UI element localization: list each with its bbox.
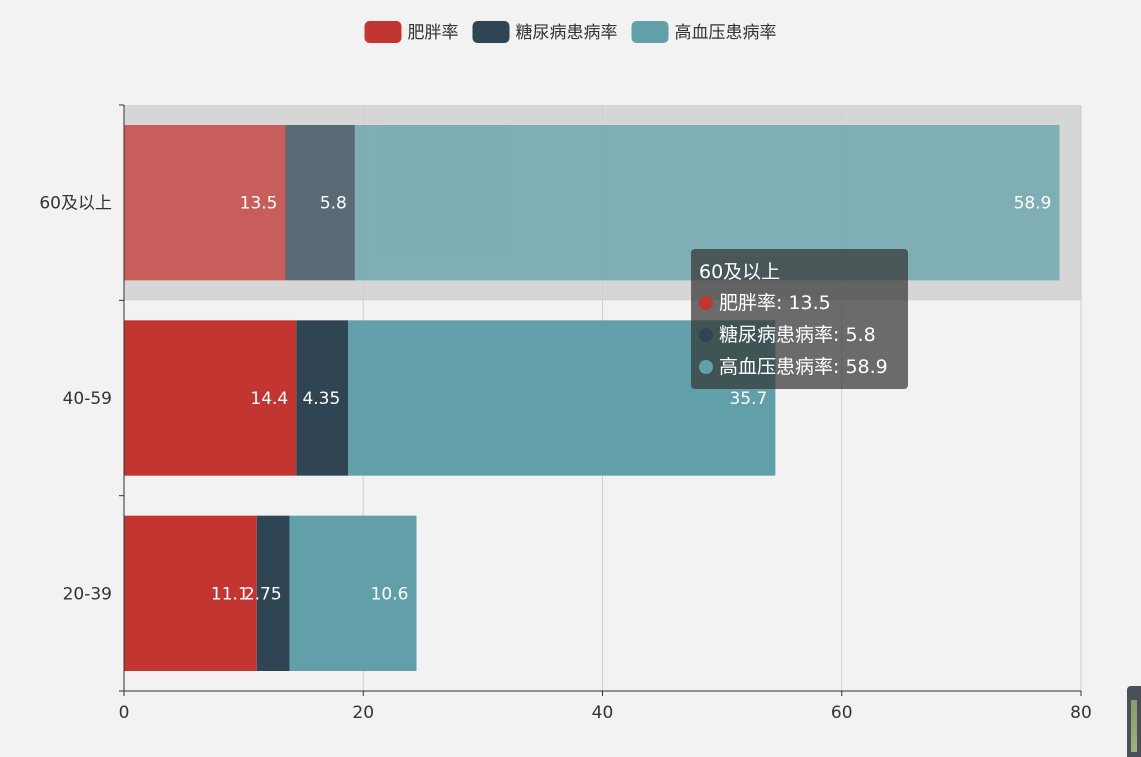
bar-label-1-1: 4.35 [302,389,340,409]
x-tick-label: 20 [352,703,374,723]
tooltip-title: 60及以上 [699,261,781,283]
x-tick-label: 60 [831,703,853,723]
bar-label-2-2: 58.9 [1014,194,1052,214]
y-tick-label: 60及以上 [39,194,112,214]
bar-label-1-0: 2.75 [244,584,282,604]
bar-label-2-0: 10.6 [371,584,409,604]
x-tick-label: 80 [1070,703,1092,723]
bar-label-1-2: 5.8 [320,194,347,214]
tooltip-dot-hypertension [699,360,713,374]
bar-1-0[interactable] [256,515,290,671]
legend-label-0[interactable]: 肥胖率 [408,23,459,43]
legend-swatch-0[interactable] [364,21,402,43]
y-tick-label: 20-39 [63,584,112,604]
legend-swatch-2[interactable] [631,21,669,43]
tooltip-row-obesity: 肥胖率: 13.5 [699,287,900,319]
bar-1-2[interactable] [285,125,355,281]
bar-label-2-1: 35.7 [729,389,767,409]
tooltip-dot-diabetes [699,328,713,342]
y-tick-label: 40-59 [63,389,112,409]
scroll-grip-icon [1131,700,1137,752]
x-tick-label: 40 [592,703,614,723]
chart-tooltip: 60及以上 肥胖率: 13.5 糖尿病患病率: 5.8 高血压患病率: 58.9 [691,249,908,389]
bar-2-0[interactable] [289,515,417,671]
bar-0-1[interactable] [124,320,297,476]
bar-1-1[interactable] [296,320,349,476]
tooltip-row-diabetes: 糖尿病患病率: 5.8 [699,319,900,351]
tooltip-label-hypertension: 高血压患病率: 58.9 [719,356,888,378]
x-tick-label: 0 [119,703,130,723]
legend-label-2[interactable]: 高血压患病率 [675,23,777,43]
bar-0-0[interactable] [124,515,257,671]
tooltip-label-obesity: 肥胖率: 13.5 [719,292,831,314]
legend-label-1[interactable]: 糖尿病患病率 [516,23,618,43]
tooltip-label-diabetes: 糖尿病患病率: 5.8 [719,324,876,346]
bar-label-0-0: 11.1 [211,584,249,604]
bar-label-0-2: 13.5 [240,194,278,214]
bar-label-0-1: 14.4 [250,389,288,409]
scroll-handle[interactable] [1127,686,1141,757]
legend-swatch-1[interactable] [472,21,510,43]
bar-0-2[interactable] [124,125,286,281]
tooltip-row-hypertension: 高血压患病率: 58.9 [699,351,900,383]
tooltip-dot-obesity [699,296,713,310]
